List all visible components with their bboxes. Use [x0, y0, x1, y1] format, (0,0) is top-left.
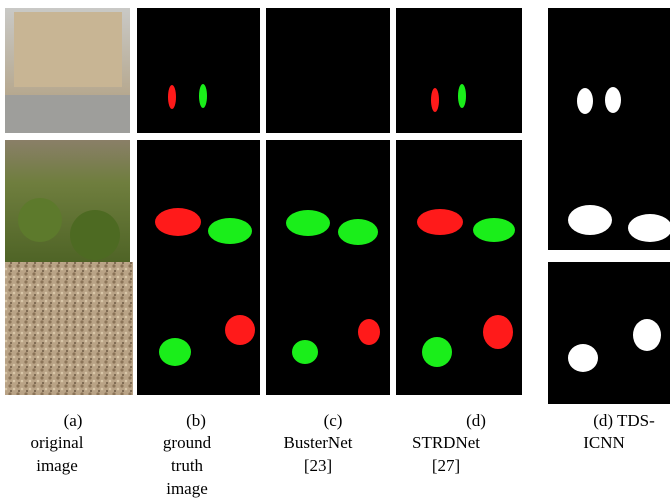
blob: [159, 338, 191, 366]
tree: [70, 210, 120, 260]
blob: [568, 205, 612, 235]
caption-line: BusterNet: [284, 433, 353, 452]
ground-truth-masks: [137, 8, 260, 395]
blob: [292, 340, 318, 364]
caption-label: (d) TDS-: [593, 411, 655, 430]
building: [14, 12, 122, 87]
photo-gravel: [5, 262, 133, 395]
caption-label: (c): [324, 411, 343, 430]
caption-line: [27]: [432, 456, 460, 475]
blob: [155, 208, 201, 236]
blob: [422, 337, 452, 367]
caption-line: [23]: [304, 456, 332, 475]
caption-line: ground: [163, 433, 212, 452]
busternet-masks: [266, 8, 390, 395]
mask: [137, 140, 260, 262]
blob: [199, 84, 207, 108]
blob: [208, 218, 252, 244]
blob: [225, 315, 255, 345]
caption-line: original: [31, 433, 84, 452]
blob: [473, 218, 515, 242]
figure: (a) original image (b) ground truth imag…: [0, 0, 670, 502]
mask: [266, 140, 390, 262]
blob: [577, 88, 593, 114]
strdnet-masks: [396, 8, 522, 395]
blob: [605, 87, 621, 113]
mask: [137, 8, 260, 133]
blob: [417, 209, 463, 235]
caption-line: ICNN: [583, 433, 625, 452]
blob: [168, 85, 176, 109]
caption-label: (d): [466, 411, 486, 430]
mask: [396, 8, 522, 133]
caption-line: image: [36, 456, 78, 475]
caption-label: (b): [186, 411, 206, 430]
blob: [358, 319, 380, 345]
caption-line: image: [166, 479, 208, 498]
tds-icnn-masks: [548, 8, 670, 404]
caption-label: (a): [64, 411, 83, 430]
blob: [628, 214, 670, 242]
blob: [633, 319, 661, 351]
original-images: [5, 8, 133, 395]
caption-line: truth: [171, 456, 204, 475]
tree: [18, 198, 62, 242]
ground: [5, 95, 130, 133]
mask: [396, 140, 522, 262]
blob: [431, 88, 439, 112]
caption-line: STRDNet: [412, 433, 480, 452]
blob: [458, 84, 466, 108]
blob: [568, 344, 598, 372]
captions: (a) original image (b) ground truth imag…: [31, 411, 656, 498]
mask: [266, 8, 390, 133]
blob: [338, 219, 378, 245]
blob: [483, 315, 513, 349]
blob: [286, 210, 330, 236]
